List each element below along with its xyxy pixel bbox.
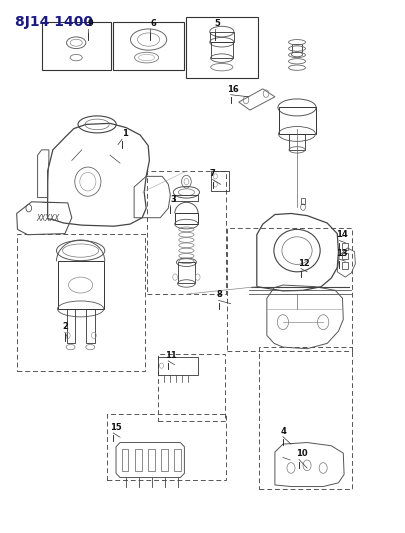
Text: 16: 16: [227, 85, 239, 94]
Bar: [210, 31, 234, 42]
Text: 7: 7: [210, 169, 215, 179]
Bar: [135, 449, 142, 471]
Bar: [86, 309, 95, 343]
Bar: [177, 262, 195, 284]
Text: XXXXX: XXXXX: [36, 214, 59, 223]
Bar: [301, 198, 305, 204]
Text: 9: 9: [88, 19, 94, 28]
Bar: [228, 228, 352, 351]
Bar: [174, 449, 181, 471]
Text: 14: 14: [337, 230, 348, 239]
Bar: [211, 42, 233, 58]
Bar: [113, 21, 184, 70]
Bar: [158, 357, 198, 375]
Text: 3: 3: [171, 195, 176, 204]
Bar: [343, 262, 348, 269]
Bar: [17, 233, 145, 371]
Text: 12: 12: [298, 259, 310, 268]
Bar: [147, 171, 226, 294]
Bar: [158, 354, 225, 421]
Bar: [343, 243, 348, 249]
Bar: [292, 44, 302, 52]
Bar: [107, 414, 226, 480]
Text: 10: 10: [296, 449, 307, 458]
Text: 13: 13: [337, 249, 348, 258]
Text: 5: 5: [215, 19, 220, 28]
Text: 1: 1: [122, 129, 128, 138]
Text: 11: 11: [166, 351, 177, 360]
Bar: [185, 17, 258, 78]
Bar: [161, 449, 168, 471]
Text: 6: 6: [150, 19, 156, 28]
Bar: [66, 309, 75, 343]
Text: 8: 8: [216, 290, 222, 300]
Bar: [175, 214, 198, 224]
Text: 2: 2: [62, 322, 68, 331]
Bar: [259, 347, 352, 489]
Bar: [122, 449, 128, 471]
Bar: [148, 449, 155, 471]
Bar: [174, 196, 198, 201]
Bar: [211, 171, 229, 191]
Text: 15: 15: [110, 423, 122, 432]
Bar: [279, 108, 315, 134]
Text: 4: 4: [280, 426, 286, 435]
Bar: [42, 21, 111, 70]
Text: 8J14 1400: 8J14 1400: [15, 14, 94, 29]
Bar: [58, 261, 104, 309]
Bar: [343, 253, 348, 259]
Bar: [289, 134, 305, 150]
